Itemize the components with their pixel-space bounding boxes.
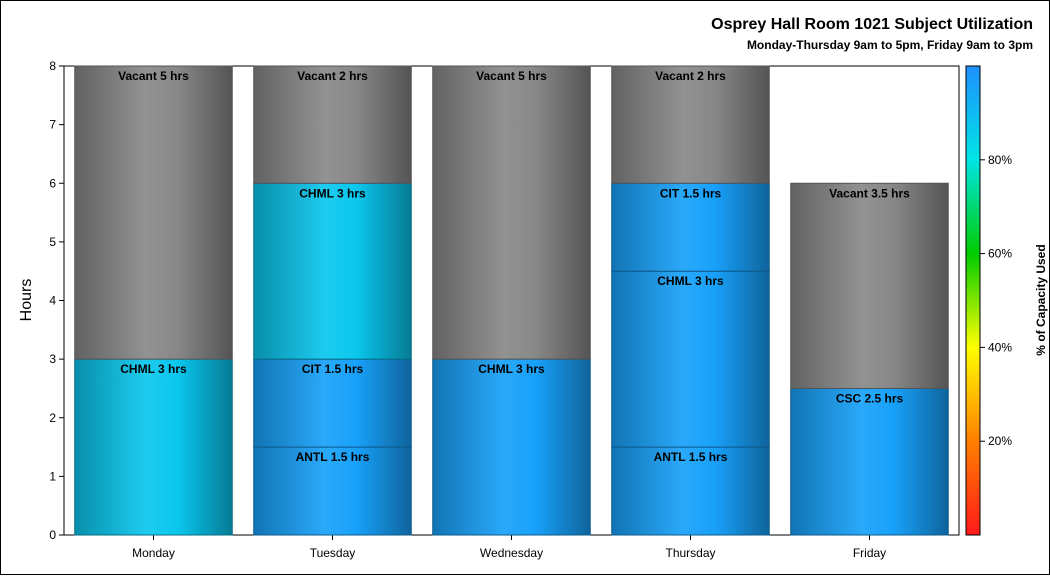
bar-segment-label: CHML 3 hrs xyxy=(299,186,366,200)
bar-segment-csc xyxy=(790,387,949,536)
bar-segment-label: CIT 1.5 hrs xyxy=(302,362,364,376)
y-tick-label: 2 xyxy=(49,411,56,425)
bar-segment-label: Vacant 2 hrs xyxy=(655,69,726,83)
colorbar-tick-label: 20% xyxy=(988,434,1012,448)
bar-segment-label: CSC 2.5 hrs xyxy=(836,391,904,405)
bar-segment-label: Vacant 5 hrs xyxy=(118,69,189,83)
bar-segment-vacant xyxy=(74,65,233,360)
colorbar-tick-label: 80% xyxy=(988,153,1012,167)
bar-segment-chml xyxy=(253,182,412,360)
bar-segment-label: Vacant 2 hrs xyxy=(297,69,368,83)
bar-segment-label: CHML 3 hrs xyxy=(478,362,545,376)
y-tick-label: 4 xyxy=(49,294,56,308)
bar-segment-chml xyxy=(74,358,233,536)
bar-segment-vacant xyxy=(432,65,591,360)
bar-segment-cit xyxy=(253,358,412,448)
bar-segment-vacant xyxy=(253,65,412,184)
x-tick-label: Wednesday xyxy=(480,546,543,560)
x-tick-label: Monday xyxy=(132,546,175,560)
x-tick-label: Tuesday xyxy=(310,546,356,560)
colorbar: 20% 40% 60% 80% xyxy=(965,65,1012,536)
bar-segment-label: ANTL 1.5 hrs xyxy=(654,450,728,464)
colorbar-tick-label: 40% xyxy=(988,340,1012,354)
bar-segment-vacant xyxy=(611,65,770,184)
bar-segment-label: Vacant 3.5 hrs xyxy=(829,186,910,200)
bar-segment-antl xyxy=(253,446,412,536)
y-tick-label: 6 xyxy=(49,176,56,190)
x-tick-label: Thursday xyxy=(665,546,715,560)
chart-title: Osprey Hall Room 1021 Subject Utilizatio… xyxy=(711,16,1033,33)
y-tick-label: 7 xyxy=(49,118,56,132)
plot-area: 0 1 2 3 4 5 6 7 8 Monday CHML 3 hrs Vacant 5 hrs Tue… xyxy=(49,59,960,560)
y-tick-label: 3 xyxy=(49,352,56,366)
bar-segment-label: CIT 1.5 hrs xyxy=(660,186,722,200)
colorbar-label: % of Capacity Used xyxy=(1034,244,1048,355)
bar-segment-label: CHML 3 hrs xyxy=(657,274,724,288)
y-tick-label: 0 xyxy=(49,528,56,542)
x-tick-label: Friday xyxy=(853,546,886,560)
y-tick-label: 5 xyxy=(49,235,56,249)
colorbar-tick-label: 60% xyxy=(988,247,1012,261)
chart-subtitle: Monday-Thursday 9am to 5pm, Friday 9am t… xyxy=(747,38,1033,52)
bar-segment-label: Vacant 5 hrs xyxy=(476,69,547,83)
bar-segment-antl xyxy=(611,446,770,536)
bar-segment-label: CHML 3 hrs xyxy=(120,362,187,376)
y-tick-label: 1 xyxy=(49,469,56,483)
bar-segment-vacant xyxy=(790,182,949,389)
bar-segment-chml xyxy=(611,270,770,448)
bar-segment-label: ANTL 1.5 hrs xyxy=(296,450,370,464)
colorbar-scale xyxy=(965,65,981,536)
bar-segment-cit xyxy=(611,182,770,272)
bar-segment-chml xyxy=(432,358,591,536)
y-axis-label: Hours xyxy=(18,279,35,322)
y-tick-label: 8 xyxy=(49,59,56,73)
